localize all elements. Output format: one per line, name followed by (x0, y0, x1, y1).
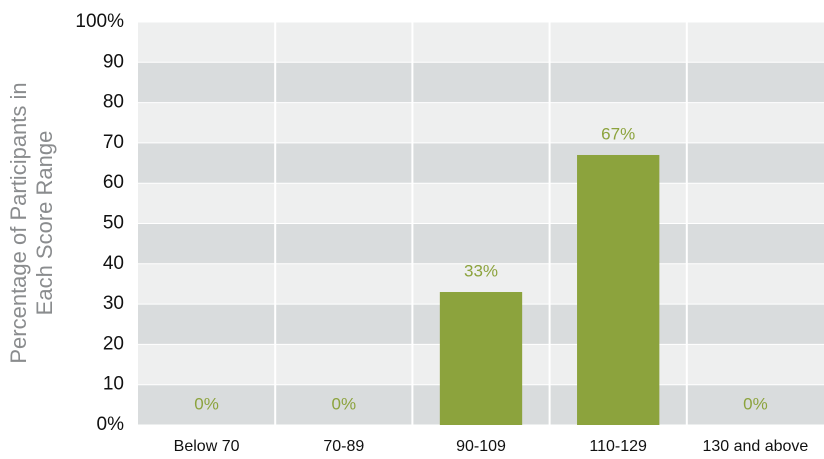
x-tick-label: 130 and above (702, 438, 808, 455)
x-tick-label: Below 70 (174, 438, 240, 455)
y-tick-label: 10 (103, 374, 124, 395)
value-label: 0% (332, 394, 357, 413)
value-label: 67% (601, 124, 635, 143)
y-tick-label: 100% (75, 11, 124, 32)
value-label: 0% (194, 394, 219, 413)
y-tick-label: 70 (103, 132, 124, 153)
value-label: 33% (464, 261, 498, 280)
x-tick-label: 110-129 (589, 438, 647, 455)
y-axis-label-line: Percentage of Participants in (6, 82, 31, 363)
y-tick-label: 30 (103, 293, 124, 314)
grid-band (138, 142, 824, 184)
bar (577, 154, 660, 426)
y-tick-label: 80 (103, 92, 124, 113)
grid-band (138, 102, 824, 143)
x-tick-label: 70-89 (323, 438, 364, 455)
y-axis-label: Percentage of Participants in Each Score… (6, 82, 57, 363)
y-tick-label: 40 (103, 253, 124, 274)
y-tick-label: 90 (103, 51, 124, 72)
value-label: 0% (743, 394, 768, 413)
y-tick-label: 50 (103, 213, 124, 234)
y-axis-label-line: Each Score Range (32, 131, 57, 316)
grid-band (138, 62, 824, 103)
bar (439, 292, 523, 425)
grid-band (138, 223, 824, 264)
y-tick-label: 60 (103, 172, 124, 193)
y-tick-label: 0% (97, 414, 125, 435)
x-tick-label: 90-109 (456, 438, 506, 455)
grid-band (138, 183, 824, 224)
y-tick-label: 20 (103, 333, 124, 354)
grid-band (138, 22, 824, 63)
